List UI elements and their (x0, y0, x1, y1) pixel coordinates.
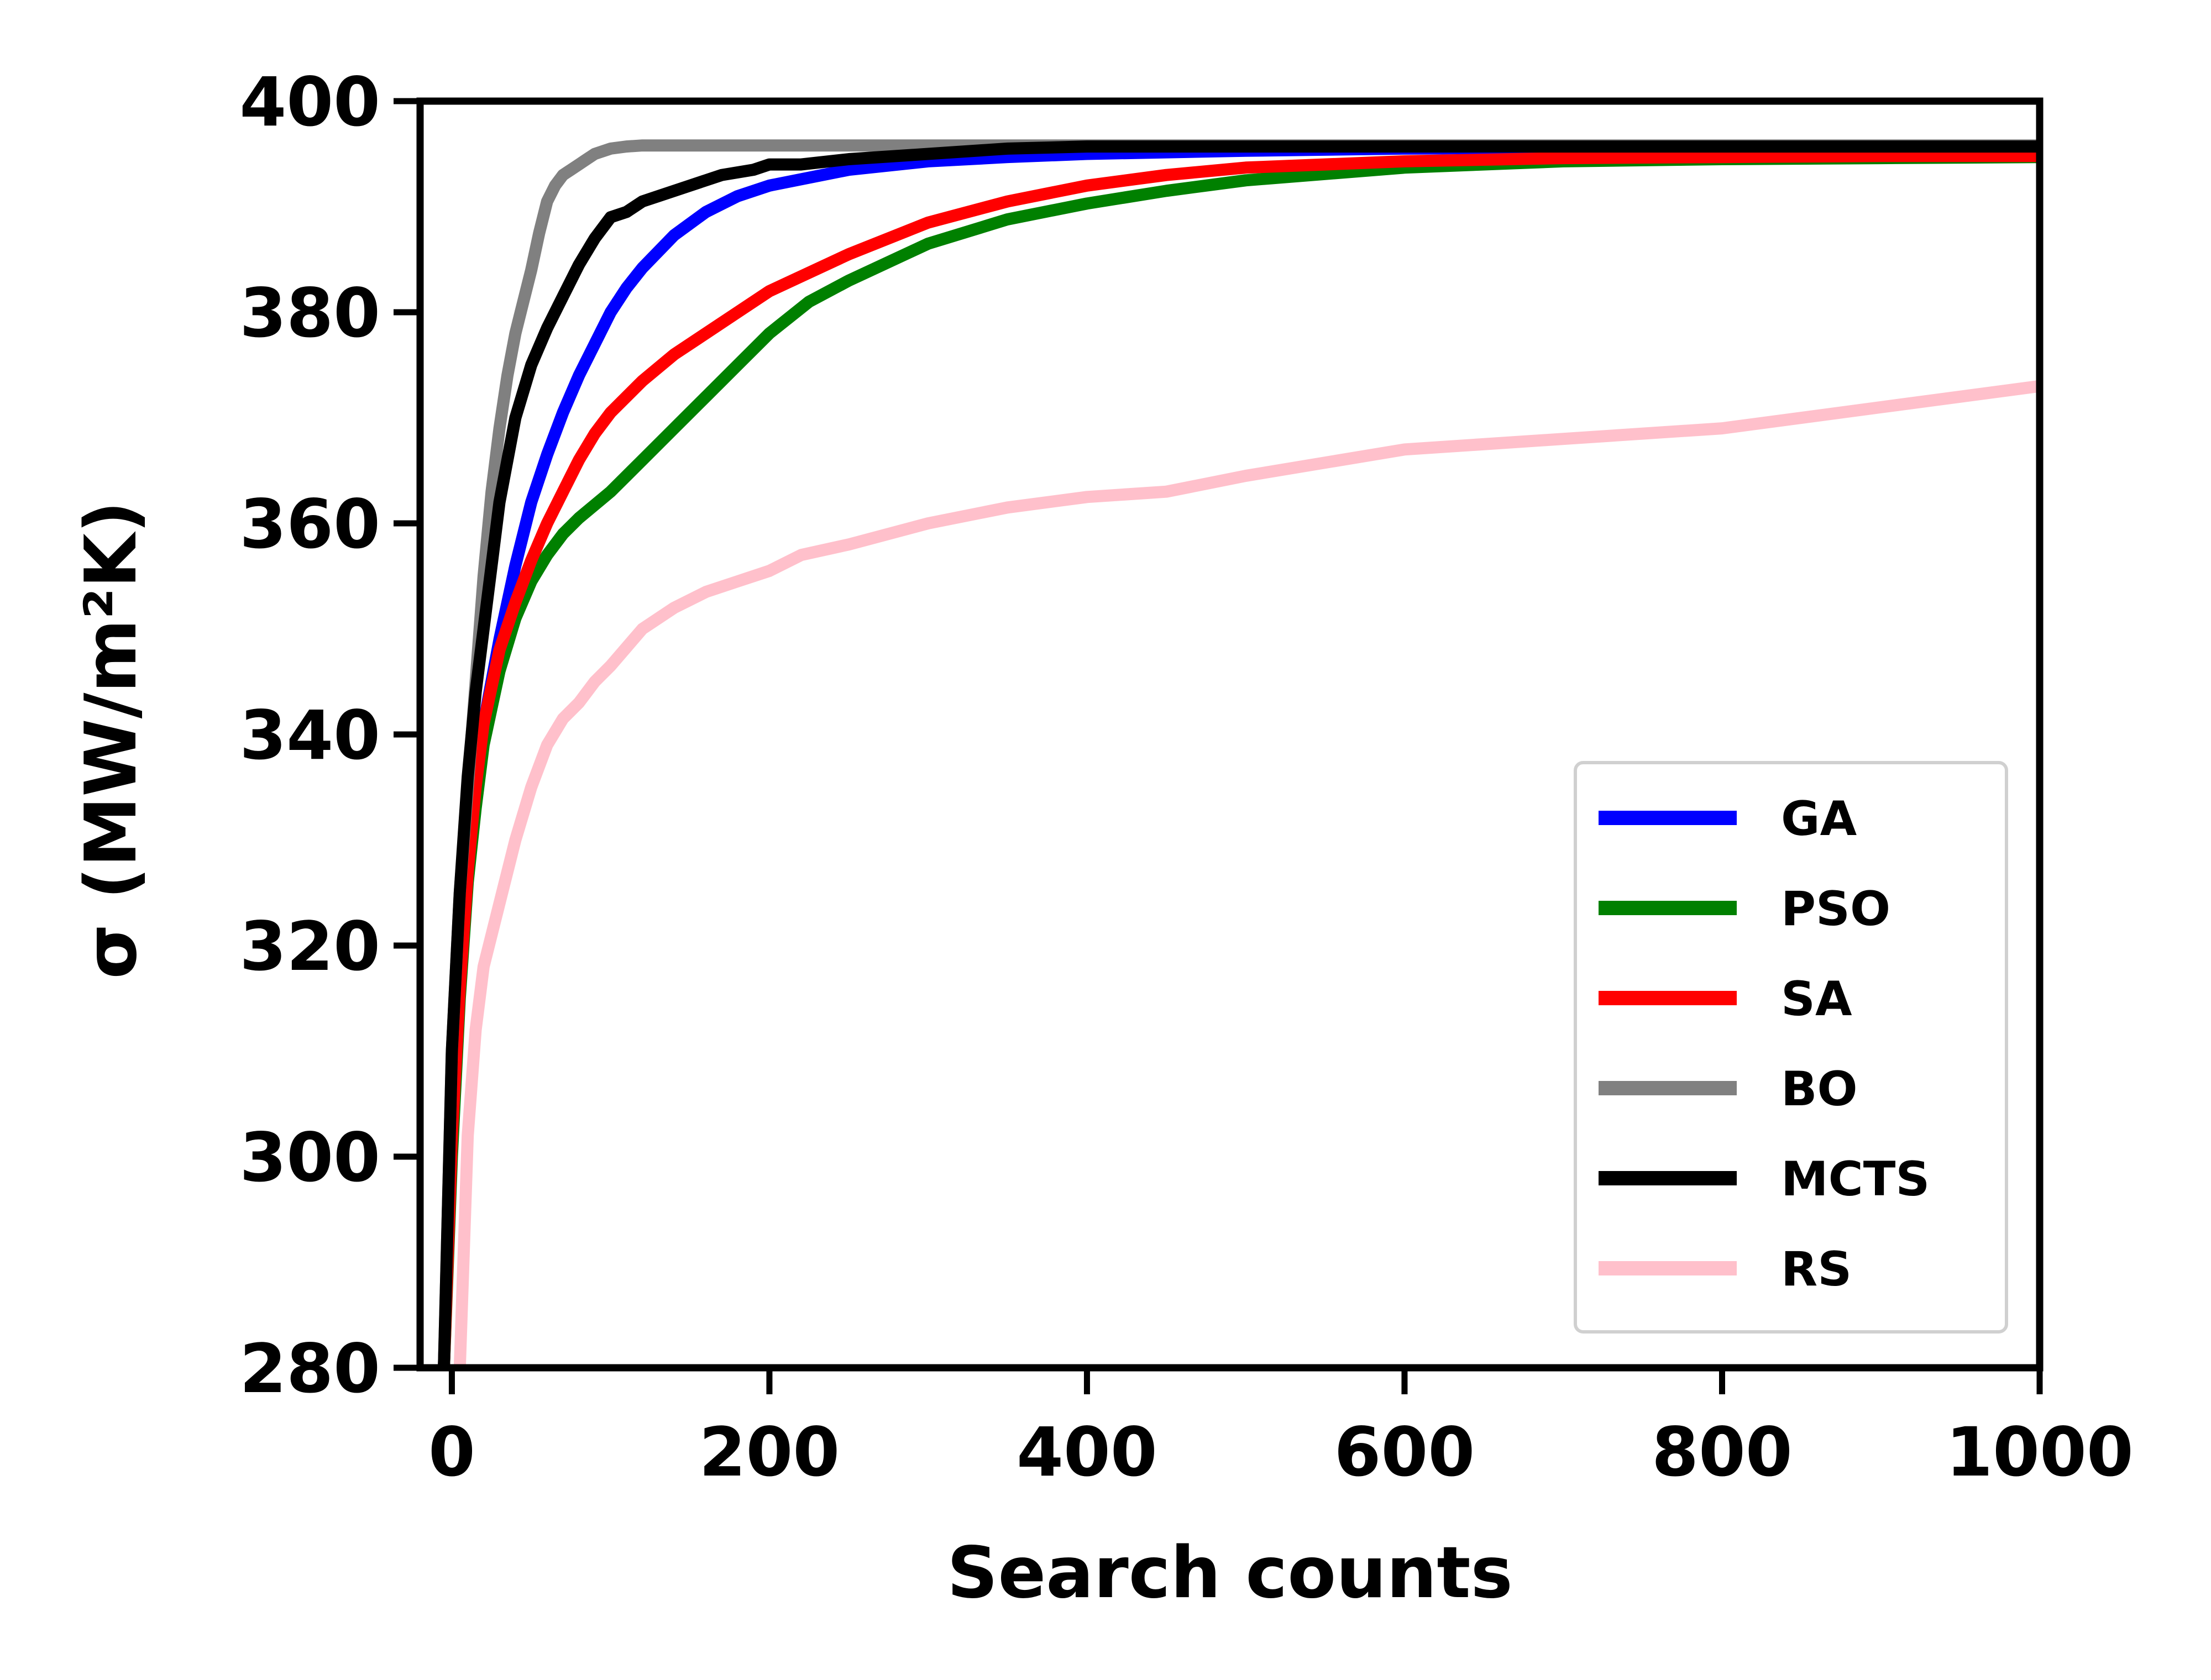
series-line-mcts (438, 140, 2040, 1368)
legend-label-mcts: MCTS (1781, 1152, 1930, 1207)
legend-label-ga: GA (1781, 791, 1857, 847)
y-tick-label: 320 (239, 907, 380, 986)
plot-frame (416, 97, 2044, 1372)
series-layer (438, 139, 2040, 1368)
legend: GA PSO SA BO MCTS RS (1574, 761, 2008, 1334)
y-tick-label: 280 (239, 1330, 380, 1408)
series-line-sa (438, 150, 2040, 1368)
legend-label-bo: BO (1781, 1062, 1858, 1117)
x-axis-label: Search counts (947, 1532, 1513, 1614)
series-line-rs (453, 380, 2040, 1368)
x-tick-label: 800 (1652, 1413, 1793, 1492)
y-tick-label: 340 (239, 696, 380, 775)
y-tick-label: 400 (239, 63, 380, 141)
legend-label-sa: SA (1781, 972, 1852, 1027)
legend-label-pso: PSO (1781, 881, 1890, 937)
y-tick-label: 300 (239, 1119, 380, 1197)
y-axis-label: σ (MW/m²K) (70, 501, 153, 979)
y-tick-label: 360 (239, 485, 380, 564)
y-axis-ticks: 280 300 320 340 360 380 400 (239, 63, 420, 1408)
x-axis-ticks: 0 200 400 600 800 1000 (428, 1368, 2134, 1492)
y-tick-label: 380 (239, 274, 380, 353)
legend-label-rs: RS (1781, 1242, 1852, 1297)
x-tick-label: 1000 (1946, 1413, 2134, 1492)
x-tick-label: 400 (1017, 1413, 1157, 1492)
x-tick-label: 600 (1334, 1413, 1475, 1492)
x-tick-label: 200 (699, 1413, 840, 1492)
x-tick-label: 0 (428, 1413, 475, 1492)
